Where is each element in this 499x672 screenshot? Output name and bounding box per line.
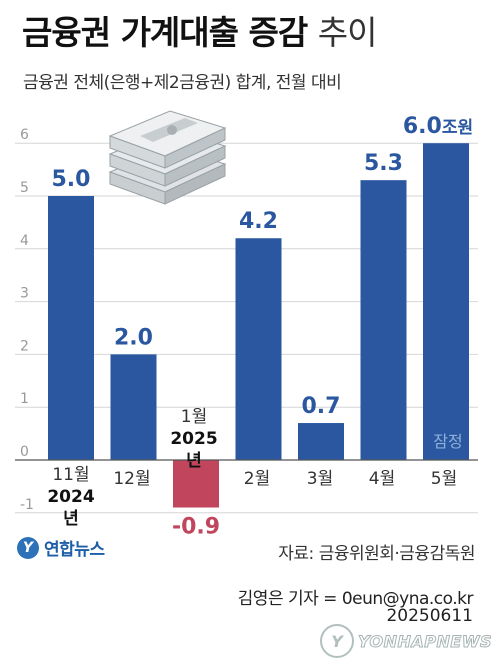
- yonhap-logo: Y 연합뉴스: [17, 535, 105, 560]
- bar: [110, 354, 157, 460]
- value-label: 5.0: [52, 167, 91, 192]
- y-tick-label: 5: [20, 180, 29, 196]
- y-tick-label: 1: [20, 391, 29, 407]
- y-tick-label: 3: [20, 286, 29, 302]
- value-label: -0.9: [172, 515, 220, 540]
- y-tick-label: 2: [20, 338, 29, 354]
- value-label: 2.0: [114, 325, 153, 350]
- x-label-jan: 1월 2025년: [168, 406, 220, 472]
- bar: [173, 460, 219, 508]
- y-tick-label: 6: [20, 127, 29, 143]
- preliminary-note: 잠정: [433, 432, 463, 451]
- page-title: 금융권 가계대출 증감 추이: [22, 6, 378, 54]
- y-tick-label: 0: [20, 444, 29, 460]
- x-label-nov: 11월 2024년: [45, 464, 97, 530]
- value-labels: 5.0 2.0 -0.9 4.2 0.7 5.36.0조원: [52, 114, 474, 539]
- money-bundle-icon: [108, 110, 227, 205]
- bar: [423, 143, 469, 460]
- x-label-nov-year: 2024년: [47, 487, 95, 529]
- bars: [48, 143, 469, 508]
- x-label-nov-month: 11월: [52, 465, 90, 485]
- title-light: 추이: [317, 13, 378, 52]
- page-subtitle: 금융권 전체(은행+제2금융권) 합계, 전월 대비: [23, 73, 342, 93]
- bar: [48, 196, 94, 460]
- value-label: 0.7: [302, 394, 341, 419]
- source-text: 자료: 금융위원회·금융감독원: [278, 544, 475, 564]
- value-label: 5.3: [364, 151, 403, 176]
- x-label-jan-year: 2025년: [170, 429, 218, 471]
- reporter-credit: 김영은 기자 = 0eun@yna.co.kr: [237, 589, 474, 609]
- x-label-may: 5월: [430, 469, 458, 489]
- y-tick-label: -1: [20, 497, 34, 513]
- watermark-logo-icon: Y: [320, 624, 354, 658]
- publish-date: 20250611: [386, 606, 473, 626]
- bar: [298, 423, 344, 460]
- x-label-feb: 2월: [243, 469, 271, 489]
- watermark: Y YONHAPNEWS: [320, 624, 492, 658]
- bar: [235, 238, 282, 460]
- value-label: 6.0조원: [403, 114, 473, 139]
- logo-text: 연합뉴스: [44, 540, 105, 560]
- x-label-mar: 3월: [306, 469, 334, 489]
- bar: [360, 180, 407, 460]
- title-bold: 금융권 가계대출 증감: [22, 13, 308, 52]
- value-label: 4.2: [239, 209, 278, 234]
- y-tick-label: 4: [20, 233, 29, 249]
- yonhap-logo-icon: Y: [17, 536, 39, 559]
- x-label-jan-month: 1월: [180, 407, 208, 427]
- watermark-text: YONHAPNEWS: [358, 631, 493, 651]
- x-label-apr: 4월: [368, 469, 396, 489]
- x-label-dec: 12월: [113, 469, 151, 489]
